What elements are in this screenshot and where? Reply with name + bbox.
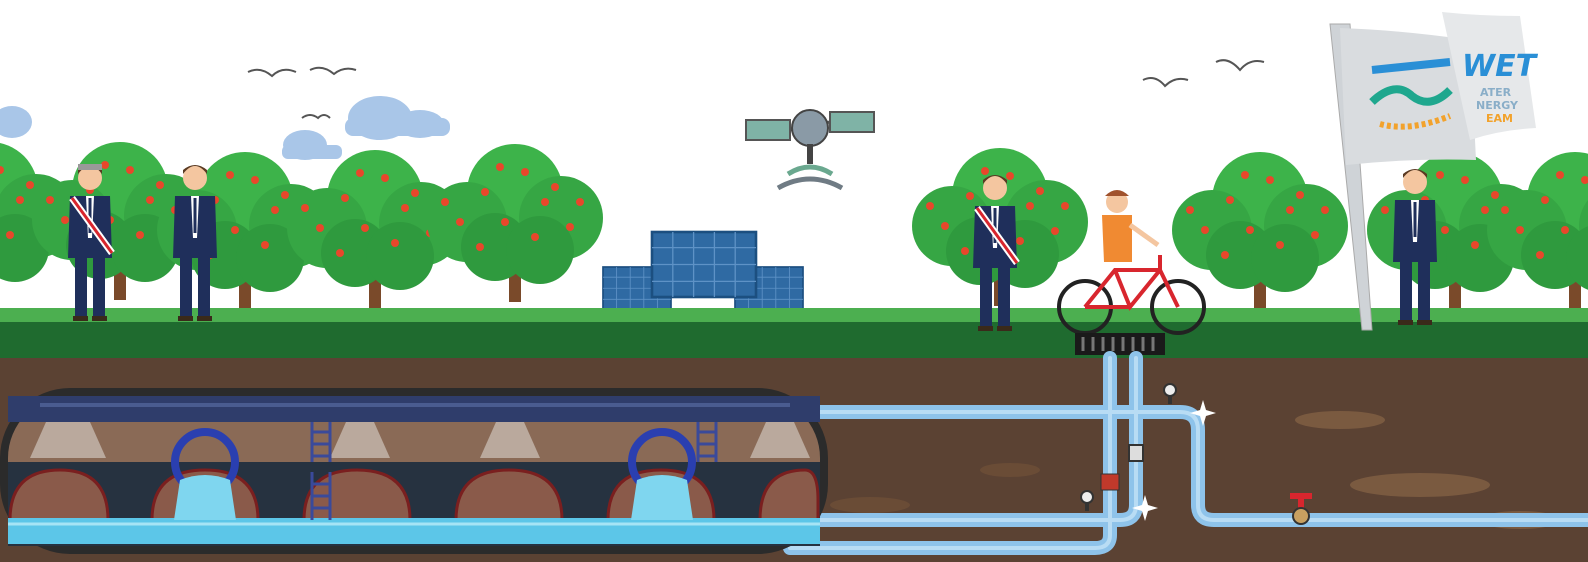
drain-grate-icon bbox=[1075, 333, 1165, 355]
pressure-gauge-icon bbox=[1080, 490, 1094, 511]
bird-icon bbox=[309, 66, 357, 76]
flag-logo-line1: ATER bbox=[1480, 86, 1512, 99]
bird-icon bbox=[247, 68, 297, 78]
cloud-icon bbox=[345, 96, 450, 140]
valve-icon bbox=[1290, 493, 1312, 525]
water-tunnel-icon bbox=[0, 388, 828, 554]
sparkle-icon bbox=[1132, 495, 1158, 521]
bird-icon bbox=[301, 114, 331, 120]
bird-icon bbox=[1142, 77, 1189, 88]
pipe-icon bbox=[783, 351, 1588, 555]
pressure-gauge-icon bbox=[1128, 444, 1144, 462]
flag-logo-main: WET bbox=[1462, 49, 1539, 84]
person-icon bbox=[973, 175, 1020, 331]
bicycle-icon bbox=[1057, 190, 1206, 335]
sparkle-icon bbox=[1190, 400, 1216, 426]
bird-icon bbox=[1215, 59, 1265, 72]
flag-logo-line2: NERGY bbox=[1476, 99, 1519, 112]
grass-top bbox=[0, 308, 1588, 326]
valve-icon bbox=[1100, 473, 1120, 491]
satellite-icon bbox=[745, 109, 875, 191]
flag-logo-line3: EAM bbox=[1486, 112, 1513, 125]
person-icon bbox=[68, 164, 115, 321]
flag-icon bbox=[1329, 12, 1536, 331]
pressure-gauge-icon bbox=[1163, 383, 1177, 404]
grass bbox=[0, 322, 1588, 360]
cloud-icon bbox=[282, 130, 342, 160]
cloud-icon bbox=[0, 106, 32, 138]
